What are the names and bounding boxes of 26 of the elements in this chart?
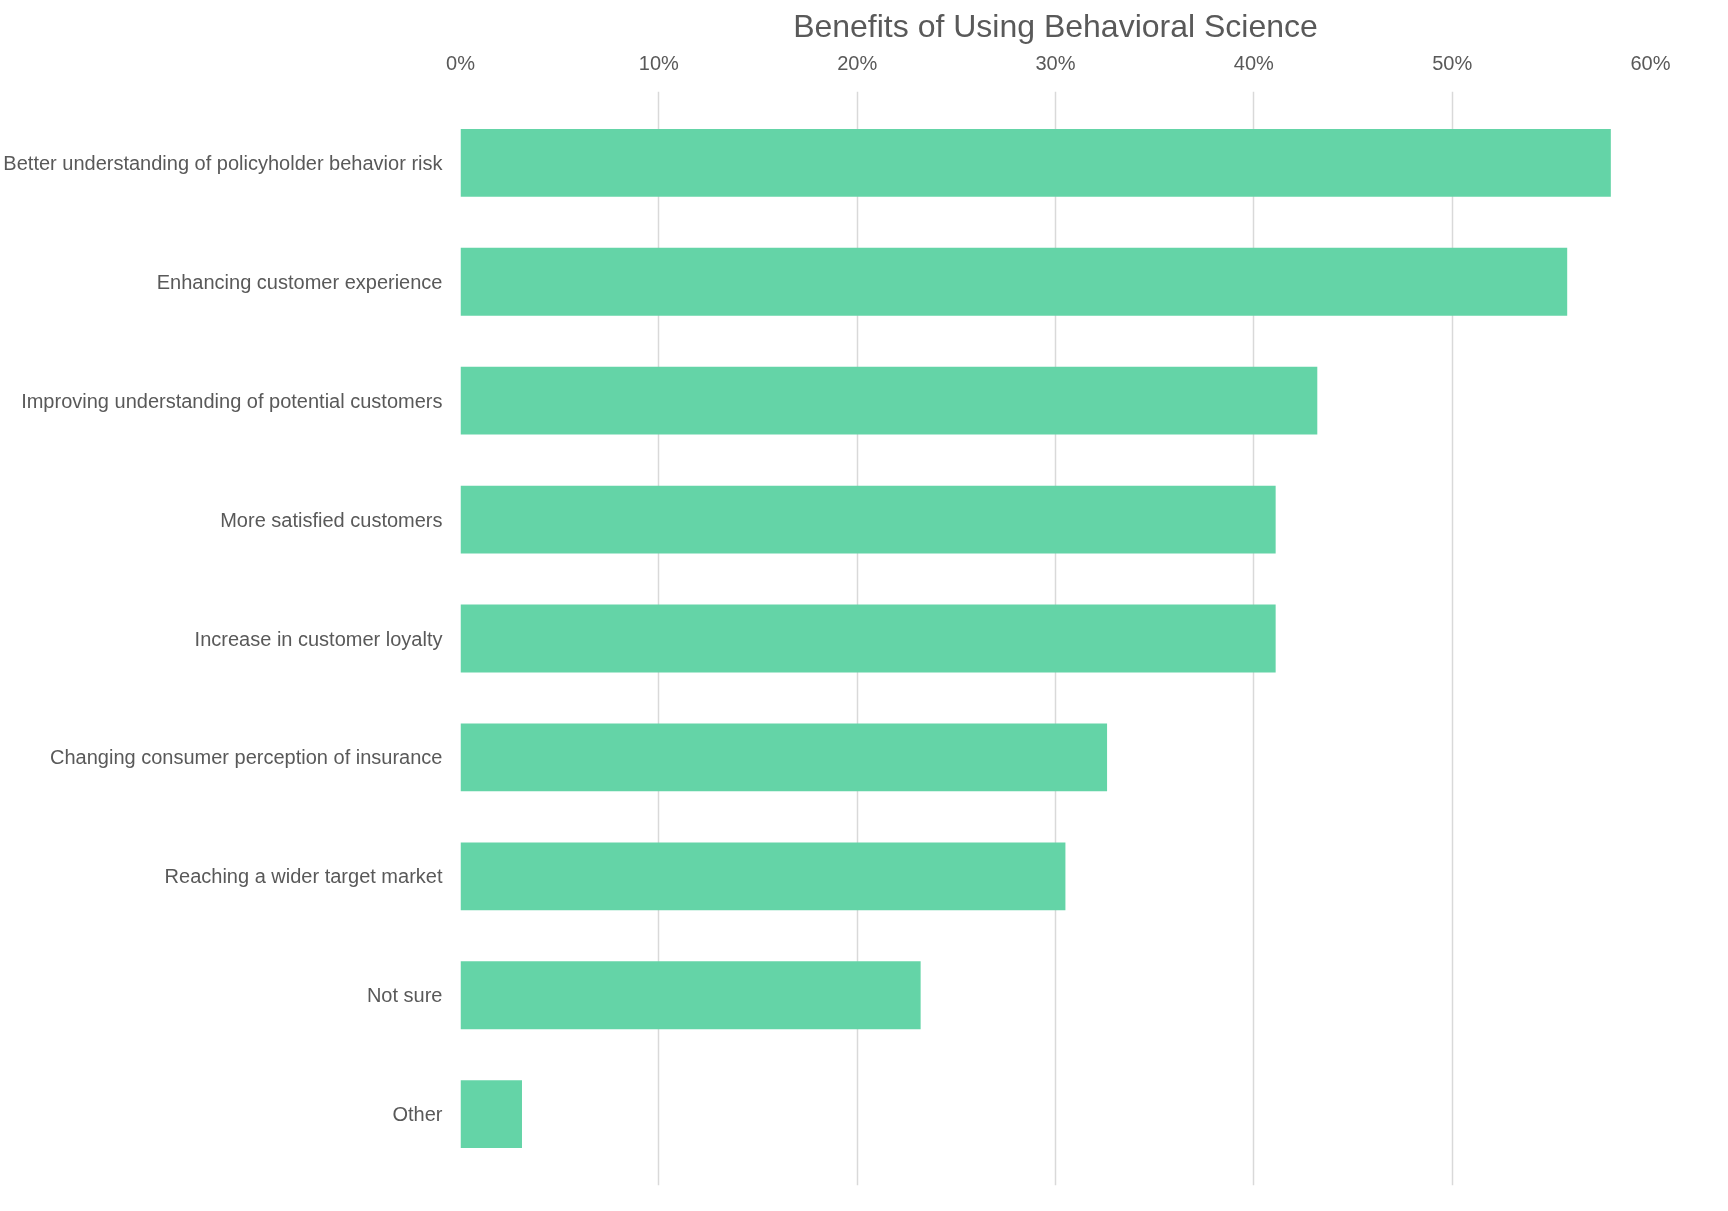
bar [460, 128, 1611, 197]
y-tick-label: Enhancing customer experience [156, 270, 443, 293]
bar [460, 604, 1276, 673]
x-tick-label: 10% [638, 51, 680, 74]
bar [460, 1080, 522, 1149]
bar [460, 485, 1276, 554]
bar [460, 723, 1108, 792]
y-tick-label: Better understanding of policyholder behavior risk [3, 151, 444, 174]
bar [460, 842, 1066, 911]
x-tick-label: 20% [837, 51, 878, 74]
x-tick-label: 0% [446, 51, 476, 74]
y-tick-label: Increase in customer loyalty [194, 627, 443, 650]
y-tick-label: Reaching a wider target market [164, 865, 443, 888]
x-tick-label: 30% [1035, 51, 1076, 74]
bar [460, 961, 921, 1030]
y-tick-label: More satisfied customers [220, 508, 443, 531]
x-tick-label: 40% [1233, 51, 1275, 74]
y-tick-label: Improving understanding of potential customers [21, 389, 443, 412]
y-tick-label: Not sure [366, 984, 443, 1007]
chart-title: Benefits of Using Behavioral Science [793, 7, 1318, 44]
bar [460, 247, 1568, 316]
x-tick-label: 50% [1432, 51, 1473, 74]
bar [460, 366, 1318, 435]
x-tick-label: 60% [1630, 51, 1671, 74]
y-tick-label: Changing consumer perception of insurance [50, 746, 443, 769]
y-tick-label: Other [392, 1103, 443, 1126]
